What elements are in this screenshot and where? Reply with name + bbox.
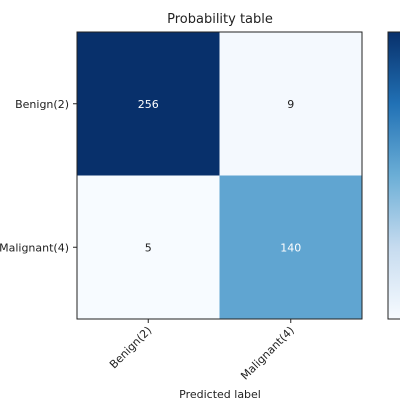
- cell-value-label-0-1: 9: [287, 98, 294, 111]
- cell-value-label-0-0: 256: [138, 98, 159, 111]
- heatmap-cell-0-0: [77, 32, 220, 176]
- colorbar: [387, 31, 400, 320]
- plot-frame: [76, 31, 363, 320]
- heatmap-cell-0-1: [219, 32, 362, 176]
- x-tick-label-1: Malignant(4): [238, 324, 297, 383]
- x-axis-label: Predicted label: [179, 388, 261, 400]
- cell-value-label-1-1: 140: [280, 241, 301, 254]
- chart-title: Probability table: [167, 12, 273, 27]
- heatmap-cell-1-1: [219, 175, 362, 319]
- cell-value-label-1-0: 5: [145, 241, 152, 254]
- heatmap-cell-1-0: [77, 175, 220, 319]
- x-tick-label-0: Benign(2): [107, 324, 154, 371]
- y-tick-label-0: Benign(2): [15, 98, 69, 111]
- y-tick-label-1: Malignant(4): [0, 241, 69, 254]
